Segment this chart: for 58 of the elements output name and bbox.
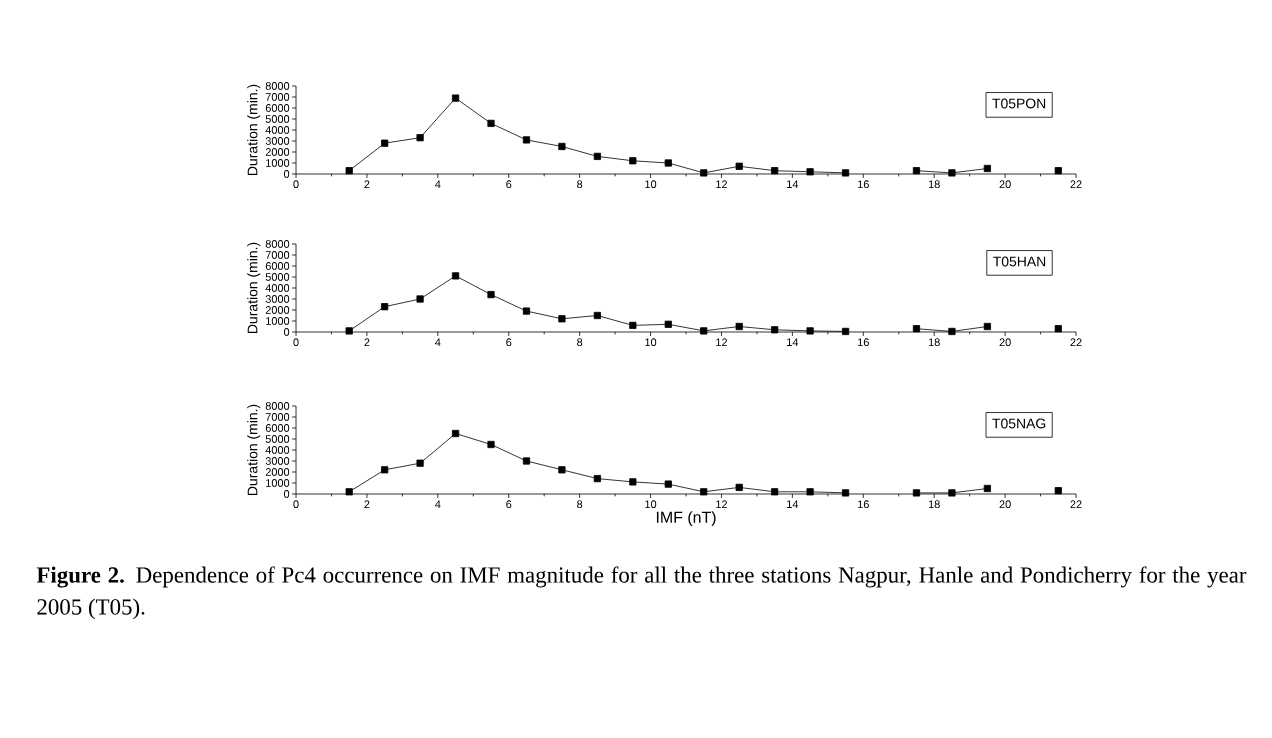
point — [451, 272, 460, 280]
point — [487, 440, 495, 449]
point — [487, 291, 495, 299]
point — [983, 164, 991, 173]
point — [948, 169, 956, 177]
point — [416, 459, 424, 467]
point — [345, 327, 353, 335]
point — [912, 325, 921, 333]
point — [735, 483, 743, 491]
point — [771, 326, 779, 334]
point — [806, 488, 814, 496]
point — [522, 457, 531, 465]
point — [664, 480, 672, 488]
point — [771, 167, 779, 175]
point — [1054, 487, 1062, 495]
point — [416, 295, 424, 303]
point — [700, 488, 708, 496]
point — [841, 327, 850, 336]
point — [451, 94, 460, 102]
point — [522, 307, 531, 315]
point — [593, 475, 601, 483]
point — [912, 167, 921, 175]
point — [700, 327, 708, 335]
point — [841, 489, 850, 497]
point — [451, 429, 460, 438]
point — [629, 157, 637, 165]
point — [593, 152, 601, 160]
point — [558, 142, 566, 151]
point — [345, 488, 353, 496]
point — [1054, 325, 1062, 333]
point — [381, 139, 389, 147]
point — [381, 466, 389, 474]
point — [345, 167, 353, 175]
point — [629, 478, 637, 486]
point — [381, 303, 389, 311]
point — [735, 162, 743, 170]
point — [1054, 167, 1062, 175]
point — [416, 134, 424, 142]
point — [664, 320, 672, 328]
point — [593, 311, 601, 320]
point — [558, 466, 566, 474]
point — [700, 169, 708, 177]
point — [841, 169, 850, 177]
point — [806, 327, 814, 335]
point — [983, 484, 991, 493]
point — [948, 489, 956, 497]
point — [558, 315, 566, 323]
point — [735, 322, 743, 331]
point — [487, 119, 495, 127]
point — [806, 168, 814, 176]
point — [522, 136, 531, 144]
point — [983, 322, 991, 331]
point — [771, 488, 779, 496]
point — [912, 489, 921, 497]
point — [948, 327, 956, 336]
point — [629, 321, 637, 329]
text: Figure 2. Dependence of Pc4 occurrence on IMF magnitude for all the three stations Nagpur, Hanle and Pondicherry for the year 2005 (T05). — [36, 566, 1247, 620]
point — [664, 159, 672, 167]
